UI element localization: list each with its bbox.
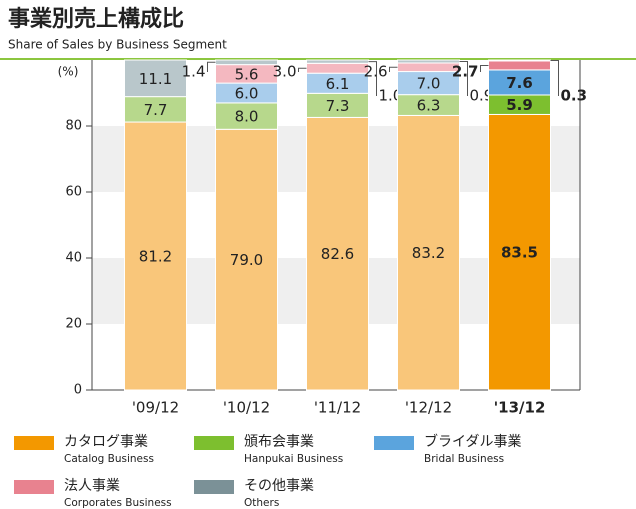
legend-label: 頒布会事業 <box>244 434 314 450</box>
bar-segment <box>215 128 278 391</box>
value-label: 7.7 <box>144 101 168 119</box>
leader-line <box>550 59 559 96</box>
value-label: 81.2 <box>139 248 172 266</box>
legend-swatch <box>14 480 54 494</box>
legend-sublabel: Corporates Business <box>64 497 172 509</box>
y-unit: (%) <box>58 65 79 79</box>
legend-swatch <box>14 436 54 450</box>
value-label: 7.3 <box>326 97 350 115</box>
bar-segment <box>397 59 460 64</box>
x-tick-label: '10/12 <box>223 399 270 417</box>
bar-segment <box>124 121 187 391</box>
y-tick-label: 40 <box>65 251 82 266</box>
y-tick-label: 0 <box>74 383 82 398</box>
leader-line <box>368 61 377 96</box>
x-tick-label: '09/12 <box>132 399 179 417</box>
legend-label: カタログ事業 <box>64 434 148 450</box>
bar-segment <box>488 59 551 62</box>
legend-label: ブライダル事業 <box>424 433 521 450</box>
x-tick-label: '12/12 <box>405 399 452 417</box>
legend-sublabel: Catalog Business <box>64 453 154 465</box>
chart-title: 事業別売上構成比 <box>8 6 184 32</box>
legend-sublabel: Hanpukai Business <box>244 453 343 465</box>
leader-line <box>459 60 468 96</box>
legend-label: その他事業 <box>244 478 314 494</box>
bar-segment <box>488 69 551 96</box>
value-label: 2.6 <box>364 63 388 81</box>
legend-sublabel: Others <box>244 497 279 509</box>
leader-line <box>389 66 398 72</box>
x-tick-label: '11/12 <box>314 399 361 417</box>
bar-segment <box>215 59 278 66</box>
y-tick-label: 20 <box>65 317 82 332</box>
value-label: 11.1 <box>139 70 172 88</box>
value-label: 79.0 <box>230 251 263 269</box>
bar-segment <box>488 113 551 391</box>
legend-sublabel: Bridal Business <box>424 453 504 465</box>
bar-segment <box>124 59 187 98</box>
value-label: 82.6 <box>321 245 354 263</box>
value-label: 1.4 <box>182 63 206 81</box>
leader-line <box>298 67 307 72</box>
legend-swatch <box>194 436 234 450</box>
y-tick-label: 80 <box>65 119 82 134</box>
bar-segment <box>397 62 460 73</box>
x-tick-label: '13/12 <box>494 399 546 417</box>
value-label: 8.0 <box>235 108 259 126</box>
value-label: 6.3 <box>417 97 441 115</box>
leader-line <box>480 64 489 72</box>
value-label: 83.5 <box>501 244 538 262</box>
bar-segment <box>215 102 278 130</box>
legend-label: 法人事業 <box>64 478 120 494</box>
value-label: 0.3 <box>561 87 588 105</box>
legend-swatch <box>374 436 414 450</box>
legend-swatch <box>194 480 234 494</box>
bar-segment <box>306 92 369 118</box>
value-label: 5.9 <box>506 96 533 114</box>
value-label: 2.7 <box>452 63 479 81</box>
chart-subtitle: Share of Sales by Business Segment <box>8 38 227 52</box>
leader-line <box>207 61 216 72</box>
value-label: 7.6 <box>506 74 533 92</box>
value-label: 0.9 <box>470 87 494 105</box>
value-label: 83.2 <box>412 244 445 262</box>
value-label: 5.6 <box>235 65 259 83</box>
bar-segment <box>306 62 369 74</box>
value-label: 3.0 <box>273 63 297 81</box>
bar-segment <box>488 60 551 71</box>
value-label: 1.0 <box>379 87 403 105</box>
value-label: 6.0 <box>235 85 259 103</box>
value-label: 7.0 <box>417 75 441 93</box>
bar-segment <box>306 116 369 391</box>
y-tick-label: 60 <box>65 185 82 200</box>
value-label: 6.1 <box>326 75 350 93</box>
bar-segment <box>306 59 369 64</box>
bar-segment <box>397 114 460 391</box>
